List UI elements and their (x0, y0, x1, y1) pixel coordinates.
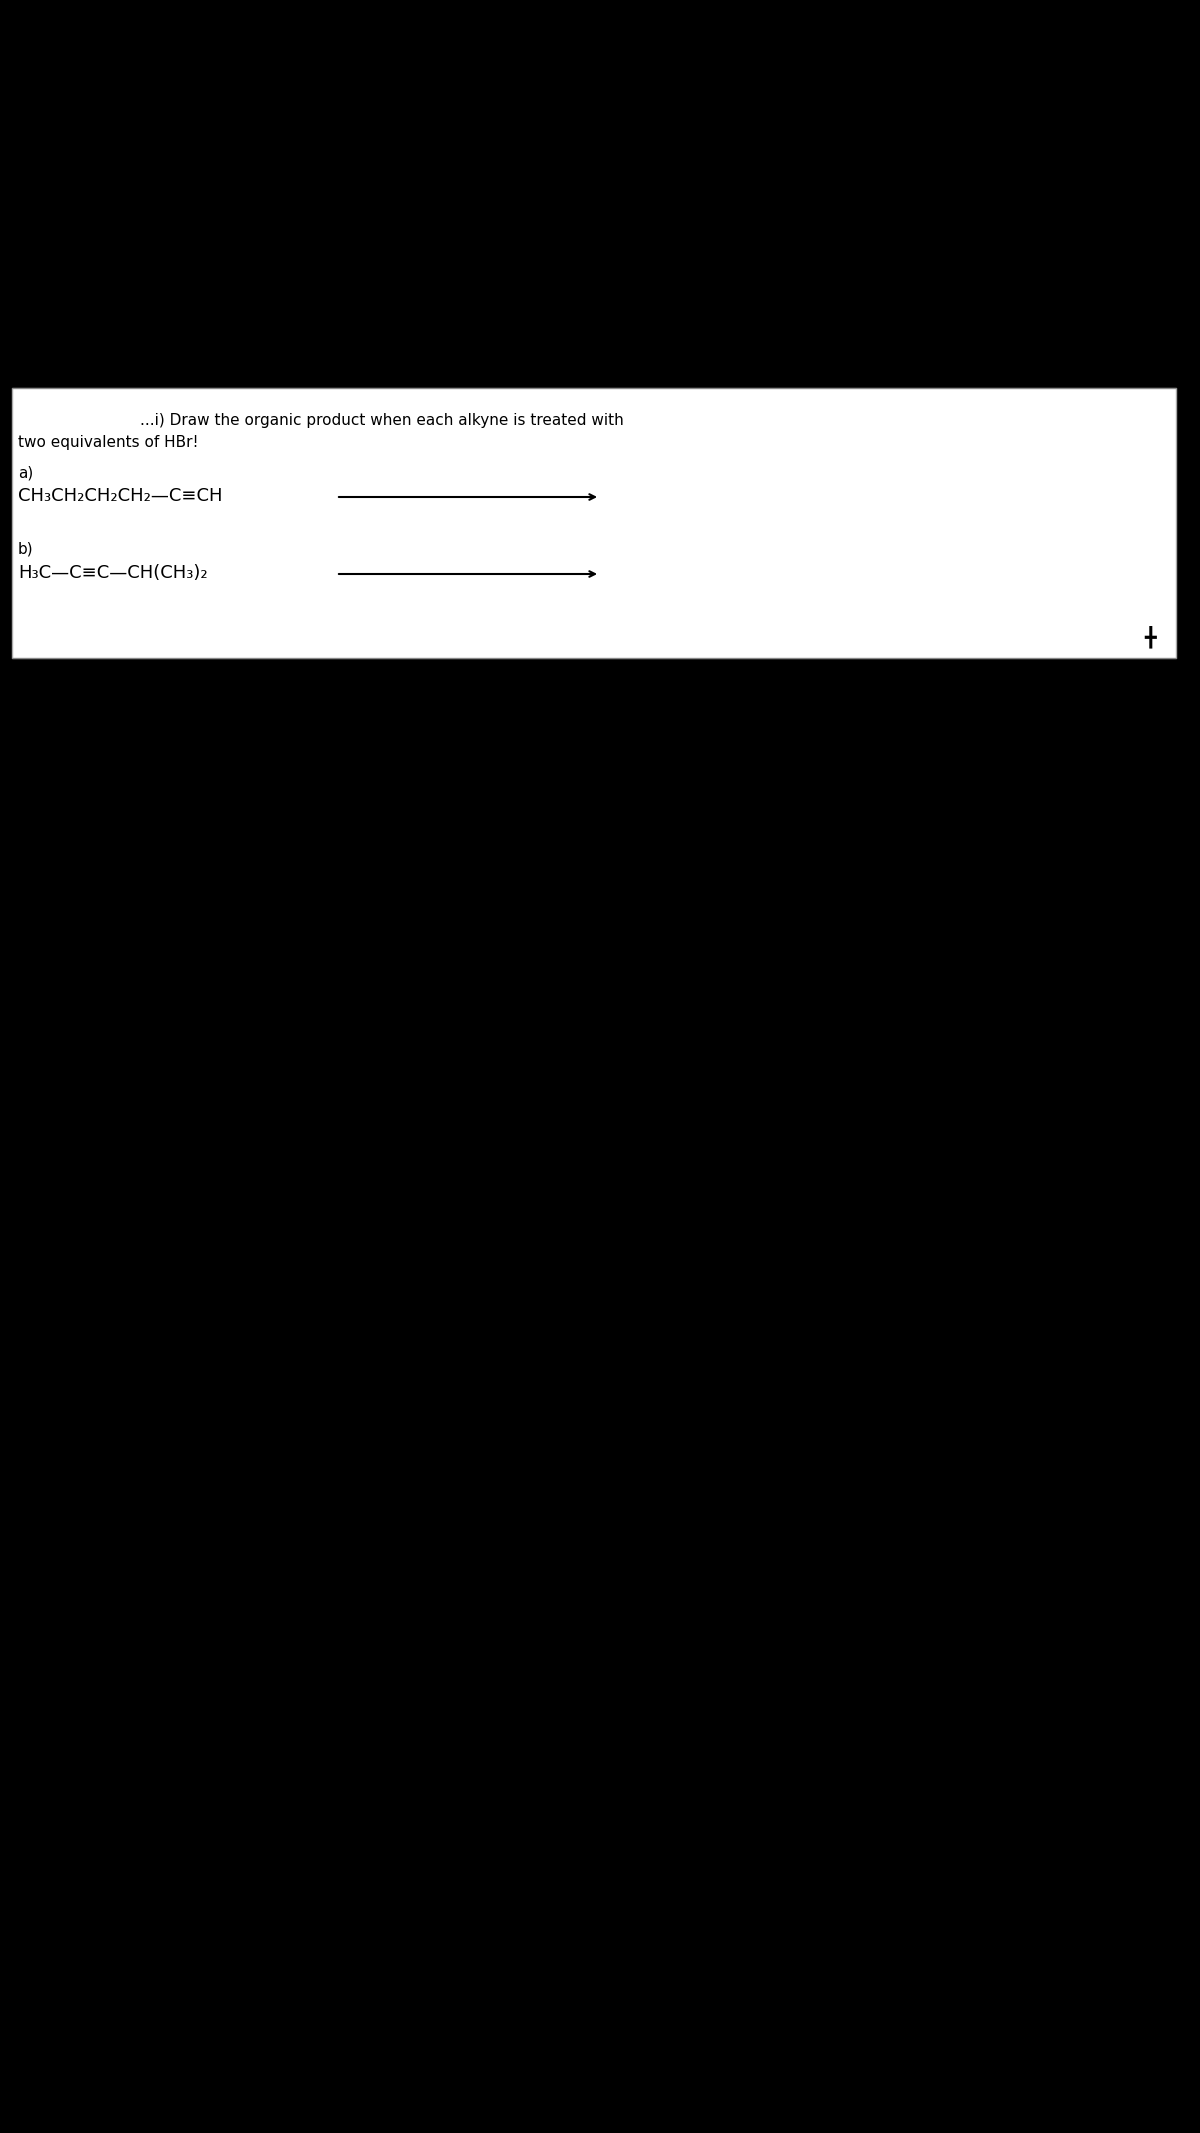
Text: a): a) (18, 465, 34, 480)
Text: ╋: ╋ (1145, 625, 1156, 648)
Text: ...i) Draw the organic product when each alkyne is treated with: ...i) Draw the organic product when each… (140, 414, 624, 429)
Text: two equivalents of HBr!: two equivalents of HBr! (18, 435, 198, 450)
Bar (12, 388, 1176, 657)
Text: b): b) (18, 542, 34, 557)
Text: H₃C—C≡C—CH(CH₃)₂: H₃C—C≡C—CH(CH₃)₂ (18, 563, 208, 582)
Text: CH₃CH₂CH₂CH₂—C≡CH: CH₃CH₂CH₂CH₂—C≡CH (18, 486, 222, 506)
